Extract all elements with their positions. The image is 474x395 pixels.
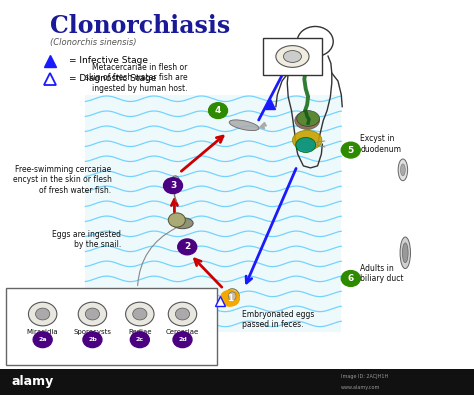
- Ellipse shape: [297, 111, 319, 126]
- Circle shape: [33, 332, 52, 348]
- Text: d: d: [48, 77, 52, 81]
- Ellipse shape: [296, 137, 316, 152]
- Ellipse shape: [171, 176, 180, 188]
- Circle shape: [83, 332, 102, 348]
- Text: Cercariae: Cercariae: [166, 329, 199, 335]
- Circle shape: [209, 103, 228, 118]
- FancyBboxPatch shape: [85, 95, 341, 332]
- Ellipse shape: [229, 120, 259, 131]
- Text: 2b: 2b: [88, 337, 97, 342]
- Text: 2: 2: [184, 243, 191, 251]
- Text: Eggs are ingested
by the snail.: Eggs are ingested by the snail.: [52, 230, 121, 250]
- Circle shape: [173, 332, 192, 348]
- FancyBboxPatch shape: [263, 38, 322, 75]
- FancyBboxPatch shape: [0, 369, 474, 395]
- Circle shape: [164, 178, 182, 194]
- Text: Image ID: 2ACJH1H: Image ID: 2ACJH1H: [341, 374, 389, 378]
- Text: 1: 1: [227, 294, 233, 303]
- Ellipse shape: [401, 164, 405, 176]
- Ellipse shape: [225, 289, 239, 305]
- Text: 4: 4: [215, 106, 221, 115]
- Text: Excyst in
duodenum: Excyst in duodenum: [360, 134, 401, 154]
- Text: 3: 3: [170, 181, 176, 190]
- Text: Embryonated eggs
passed in feces.: Embryonated eggs passed in feces.: [242, 310, 314, 329]
- Circle shape: [133, 308, 147, 320]
- Text: 2a: 2a: [38, 337, 47, 342]
- Circle shape: [168, 302, 197, 326]
- Text: 2d: 2d: [178, 337, 187, 342]
- Circle shape: [126, 302, 154, 326]
- Text: alamy: alamy: [12, 376, 54, 388]
- Ellipse shape: [283, 51, 301, 62]
- Ellipse shape: [172, 218, 193, 229]
- Ellipse shape: [295, 112, 319, 130]
- Text: Metacercariae in flesh or
skin of fresh water fish are
ingested by human host.: Metacercariae in flesh or skin of fresh …: [84, 63, 187, 93]
- Text: Rediae: Rediae: [128, 329, 152, 335]
- Text: = Diagnostic Stage: = Diagnostic Stage: [69, 74, 156, 83]
- Ellipse shape: [400, 237, 410, 269]
- Circle shape: [28, 302, 57, 326]
- Circle shape: [220, 290, 239, 306]
- Text: 5: 5: [347, 146, 354, 154]
- Text: Miracidia: Miracidia: [27, 329, 58, 335]
- Text: Clonorchiasis: Clonorchiasis: [50, 14, 230, 38]
- Circle shape: [168, 213, 185, 227]
- Circle shape: [178, 239, 197, 255]
- Text: = Infective Stage: = Infective Stage: [69, 56, 148, 65]
- Ellipse shape: [398, 159, 408, 181]
- Ellipse shape: [228, 292, 236, 301]
- Ellipse shape: [276, 45, 309, 68]
- FancyBboxPatch shape: [6, 288, 217, 365]
- Polygon shape: [260, 122, 266, 129]
- Circle shape: [85, 308, 100, 320]
- Text: Free-swimming cercariae
encyst in the skin or flesh
of fresh water fish.: Free-swimming cercariae encyst in the sk…: [12, 165, 111, 195]
- Circle shape: [36, 308, 50, 320]
- Ellipse shape: [402, 243, 408, 263]
- Circle shape: [78, 302, 107, 326]
- Circle shape: [130, 332, 149, 348]
- Circle shape: [341, 271, 360, 286]
- Circle shape: [341, 142, 360, 158]
- Circle shape: [175, 308, 190, 320]
- Text: 6: 6: [347, 274, 354, 283]
- Text: d: d: [219, 299, 222, 303]
- Text: Sporocysts: Sporocysts: [73, 329, 111, 335]
- Text: www.alamy.com: www.alamy.com: [341, 386, 381, 390]
- Text: (Clonorchis sinensis): (Clonorchis sinensis): [50, 38, 136, 47]
- Ellipse shape: [292, 130, 322, 150]
- Text: Adults in
biliary duct: Adults in biliary duct: [360, 264, 404, 284]
- Text: 2c: 2c: [136, 337, 144, 342]
